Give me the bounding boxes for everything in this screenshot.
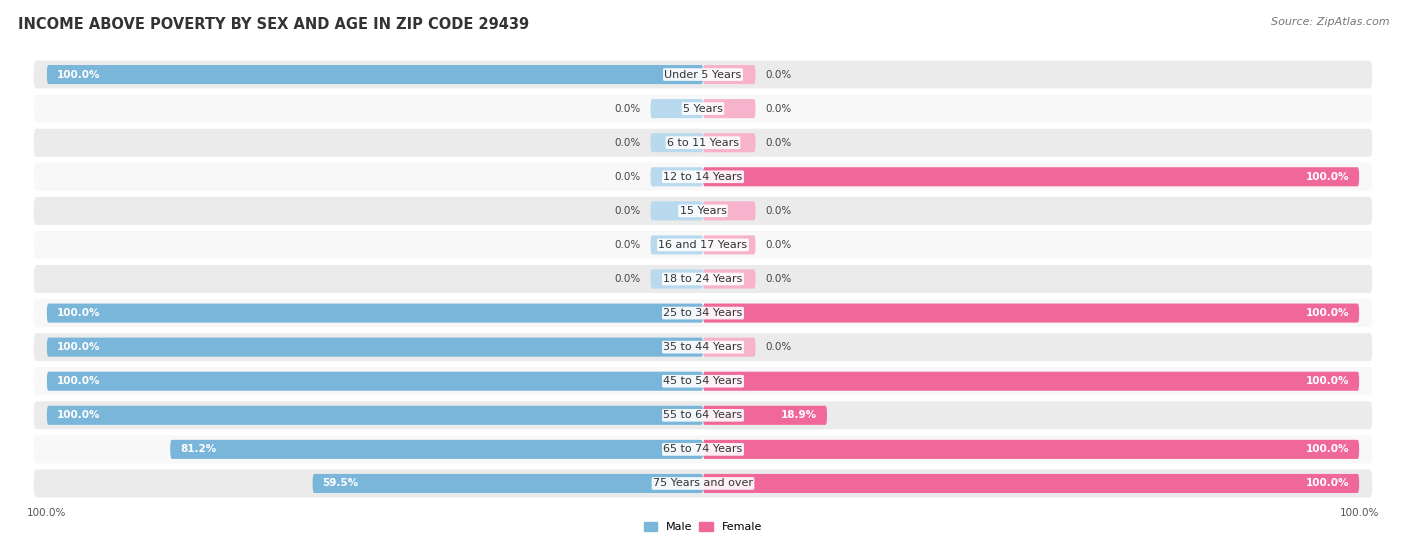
FancyBboxPatch shape: [312, 474, 703, 493]
Text: 100.0%: 100.0%: [1306, 308, 1350, 318]
FancyBboxPatch shape: [703, 406, 827, 425]
Text: 45 to 54 Years: 45 to 54 Years: [664, 376, 742, 386]
Text: 100.0%: 100.0%: [56, 342, 100, 352]
FancyBboxPatch shape: [34, 95, 1372, 123]
Text: 100.0%: 100.0%: [1306, 478, 1350, 488]
Text: 18 to 24 Years: 18 to 24 Years: [664, 274, 742, 284]
Legend: Male, Female: Male, Female: [640, 517, 766, 537]
FancyBboxPatch shape: [34, 163, 1372, 191]
Text: 100.0%: 100.0%: [1306, 172, 1350, 182]
FancyBboxPatch shape: [703, 133, 755, 152]
FancyBboxPatch shape: [46, 65, 703, 84]
Text: 0.0%: 0.0%: [765, 206, 792, 216]
Text: 100.0%: 100.0%: [1306, 376, 1350, 386]
Text: Under 5 Years: Under 5 Years: [665, 70, 741, 80]
FancyBboxPatch shape: [34, 435, 1372, 463]
FancyBboxPatch shape: [703, 65, 755, 84]
FancyBboxPatch shape: [703, 304, 1360, 323]
Text: 35 to 44 Years: 35 to 44 Years: [664, 342, 742, 352]
Text: 0.0%: 0.0%: [614, 104, 641, 114]
Text: 100.0%: 100.0%: [56, 70, 100, 80]
FancyBboxPatch shape: [703, 201, 755, 220]
FancyBboxPatch shape: [34, 61, 1372, 89]
FancyBboxPatch shape: [46, 372, 703, 391]
FancyBboxPatch shape: [34, 367, 1372, 395]
Text: 0.0%: 0.0%: [765, 240, 792, 250]
Text: 5 Years: 5 Years: [683, 104, 723, 114]
FancyBboxPatch shape: [703, 270, 755, 288]
FancyBboxPatch shape: [34, 469, 1372, 497]
Text: 81.2%: 81.2%: [180, 444, 217, 454]
FancyBboxPatch shape: [703, 474, 1360, 493]
FancyBboxPatch shape: [703, 235, 755, 254]
FancyBboxPatch shape: [34, 231, 1372, 259]
FancyBboxPatch shape: [703, 372, 1360, 391]
Text: 0.0%: 0.0%: [765, 70, 792, 80]
Text: 0.0%: 0.0%: [765, 342, 792, 352]
FancyBboxPatch shape: [34, 197, 1372, 225]
Text: 0.0%: 0.0%: [614, 172, 641, 182]
Text: 0.0%: 0.0%: [614, 206, 641, 216]
Text: 0.0%: 0.0%: [765, 274, 792, 284]
Text: 6 to 11 Years: 6 to 11 Years: [666, 138, 740, 148]
Text: 100.0%: 100.0%: [56, 376, 100, 386]
Text: INCOME ABOVE POVERTY BY SEX AND AGE IN ZIP CODE 29439: INCOME ABOVE POVERTY BY SEX AND AGE IN Z…: [18, 17, 530, 32]
Text: 0.0%: 0.0%: [614, 274, 641, 284]
FancyBboxPatch shape: [170, 440, 703, 459]
Text: 15 Years: 15 Years: [679, 206, 727, 216]
FancyBboxPatch shape: [651, 270, 703, 288]
Text: 59.5%: 59.5%: [322, 478, 359, 488]
Text: 100.0%: 100.0%: [56, 308, 100, 318]
Text: 0.0%: 0.0%: [614, 138, 641, 148]
FancyBboxPatch shape: [651, 133, 703, 152]
Text: 0.0%: 0.0%: [765, 138, 792, 148]
Text: 0.0%: 0.0%: [614, 240, 641, 250]
Text: 12 to 14 Years: 12 to 14 Years: [664, 172, 742, 182]
Text: 0.0%: 0.0%: [765, 104, 792, 114]
FancyBboxPatch shape: [651, 235, 703, 254]
Text: 100.0%: 100.0%: [1306, 444, 1350, 454]
Text: 100.0%: 100.0%: [56, 410, 100, 420]
FancyBboxPatch shape: [703, 167, 1360, 186]
FancyBboxPatch shape: [34, 401, 1372, 429]
Text: 65 to 74 Years: 65 to 74 Years: [664, 444, 742, 454]
Text: 75 Years and over: 75 Years and over: [652, 478, 754, 488]
FancyBboxPatch shape: [703, 99, 755, 118]
Text: 55 to 64 Years: 55 to 64 Years: [664, 410, 742, 420]
Text: 25 to 34 Years: 25 to 34 Years: [664, 308, 742, 318]
FancyBboxPatch shape: [651, 99, 703, 118]
Text: Source: ZipAtlas.com: Source: ZipAtlas.com: [1271, 17, 1389, 27]
FancyBboxPatch shape: [34, 129, 1372, 157]
FancyBboxPatch shape: [651, 201, 703, 220]
FancyBboxPatch shape: [34, 265, 1372, 293]
FancyBboxPatch shape: [46, 338, 703, 357]
FancyBboxPatch shape: [46, 406, 703, 425]
Text: 18.9%: 18.9%: [782, 410, 817, 420]
FancyBboxPatch shape: [703, 338, 755, 357]
FancyBboxPatch shape: [34, 299, 1372, 327]
FancyBboxPatch shape: [651, 167, 703, 186]
FancyBboxPatch shape: [46, 304, 703, 323]
FancyBboxPatch shape: [703, 440, 1360, 459]
FancyBboxPatch shape: [34, 333, 1372, 361]
Text: 16 and 17 Years: 16 and 17 Years: [658, 240, 748, 250]
